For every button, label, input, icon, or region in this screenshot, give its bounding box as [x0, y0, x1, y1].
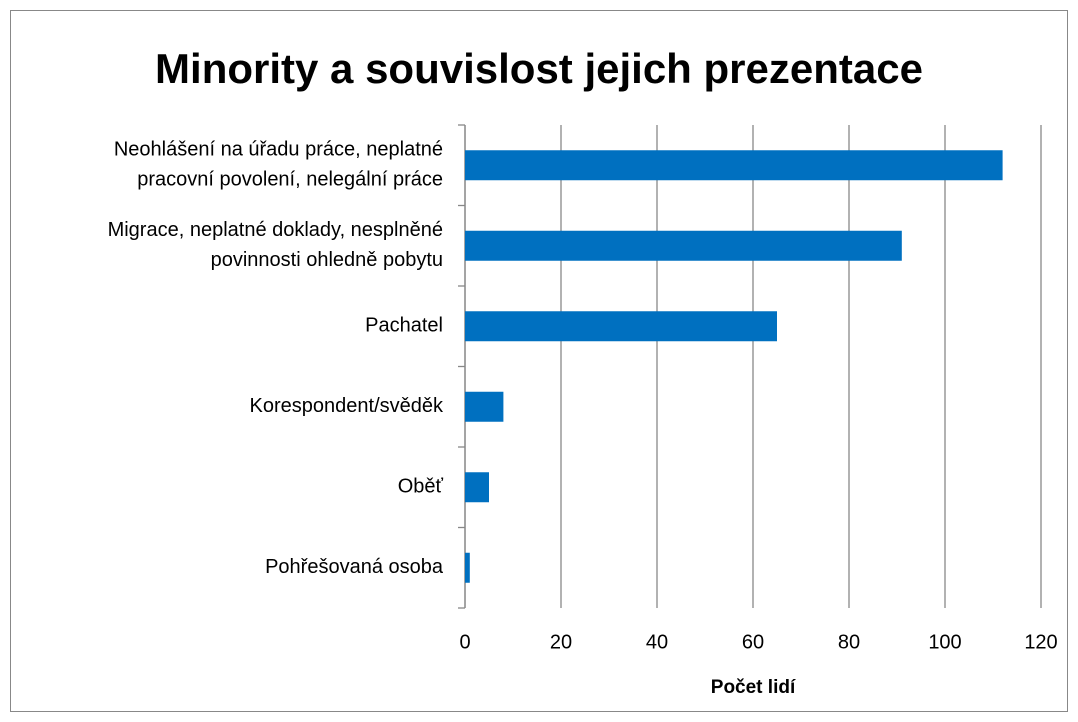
chart-border [10, 10, 1068, 712]
bar [465, 230, 902, 261]
x-tick-label: 20 [550, 631, 572, 653]
x-tick-label: 40 [646, 631, 668, 653]
x-tick-label: 80 [838, 631, 860, 653]
y-tick-label: pracovní povolení, nelegální práce [137, 169, 443, 191]
y-tick-label: Korespondent/svěděk [250, 395, 444, 417]
bar [465, 472, 489, 503]
y-tick-label: Migrace, neplatné doklady, nesplněné [108, 219, 443, 241]
x-tick-label: 100 [928, 631, 961, 653]
bar [465, 311, 777, 342]
y-tick-label: povinnosti ohledně pobytu [211, 249, 443, 271]
bar [465, 391, 504, 422]
x-axis-label: Počet lidí [711, 677, 796, 698]
bar [465, 150, 1003, 181]
x-tick-label: 60 [742, 631, 764, 653]
y-tick-label: Oběť [398, 476, 444, 498]
y-tick-label: Neohlášení na úřadu práce, neplatné [114, 139, 443, 161]
chart-title: Minority a souvislost jejich prezentace [155, 45, 923, 92]
x-tick-label: 120 [1024, 631, 1057, 653]
bar [465, 552, 470, 583]
x-tick-label: 0 [459, 631, 470, 653]
y-tick-label: Pachatel [365, 315, 443, 337]
y-tick-label: Pohřešovaná osoba [265, 556, 444, 578]
